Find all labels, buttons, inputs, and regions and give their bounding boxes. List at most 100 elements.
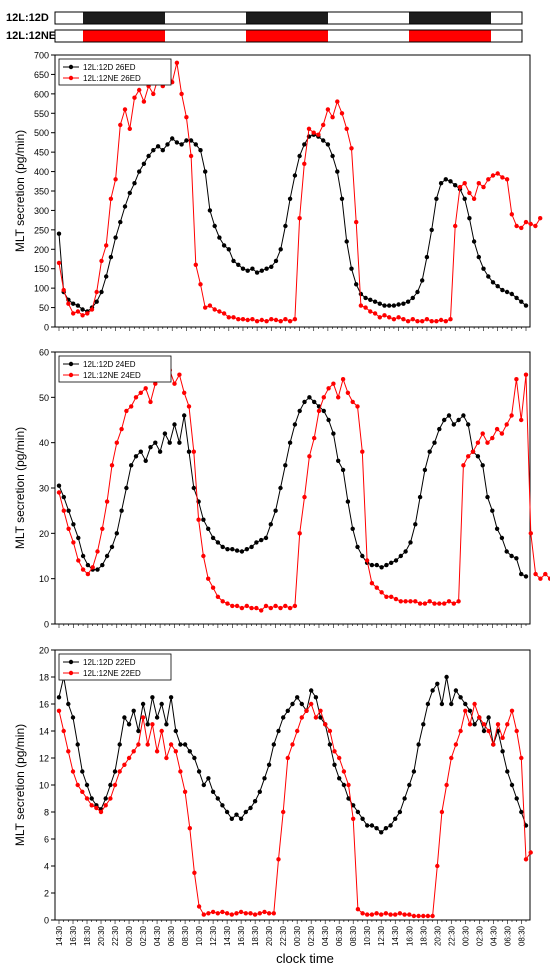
data-point <box>514 796 519 801</box>
legend: 12L:12D 26ED 12L:12NE 26ED <box>58 58 172 86</box>
data-point <box>307 395 312 400</box>
data-point <box>302 399 307 405</box>
data-point <box>407 782 412 788</box>
data-point <box>295 728 300 734</box>
data-point <box>500 749 505 754</box>
data-point <box>344 126 349 131</box>
data-point <box>457 184 463 190</box>
data-point <box>250 317 255 322</box>
data-point <box>494 526 500 531</box>
data-point <box>71 301 76 306</box>
data-point <box>90 565 95 570</box>
data-point <box>182 789 188 794</box>
data-point <box>309 688 314 693</box>
x-tick-label: 18:30 <box>419 925 428 946</box>
schedule-segment <box>246 12 328 24</box>
data-point <box>112 782 118 788</box>
data-point <box>472 722 477 727</box>
data-point <box>174 60 180 65</box>
data-point <box>471 239 477 244</box>
data-point <box>188 138 194 143</box>
x-tick-label: 08:30 <box>517 925 526 946</box>
x-tick-label: 02:30 <box>139 925 148 946</box>
data-point <box>401 301 406 306</box>
data-point <box>182 390 187 395</box>
data-point <box>339 111 345 116</box>
data-point <box>283 603 288 609</box>
data-point <box>335 169 340 174</box>
data-point <box>321 408 326 414</box>
x-tick-label: 20:30 <box>97 925 106 946</box>
data-point <box>438 181 444 186</box>
data-point <box>122 204 128 209</box>
data-point <box>98 809 104 815</box>
data-point <box>313 695 319 700</box>
data-point <box>533 571 538 577</box>
data-point <box>243 911 248 916</box>
data-point <box>481 184 486 190</box>
legend-entry: 12L:12NE 24ED <box>83 371 141 380</box>
data-point <box>379 590 384 595</box>
data-point <box>444 782 449 788</box>
data-point <box>448 179 453 184</box>
data-point <box>486 728 491 734</box>
data-point <box>220 909 225 915</box>
legend-entry: 12L:12NE 22ED <box>83 669 141 678</box>
x-tick-label: 00:30 <box>461 925 470 946</box>
data-point <box>207 303 213 308</box>
y-tick-label: 18 <box>39 673 49 683</box>
data-point <box>263 535 269 541</box>
data-point <box>435 681 440 686</box>
data-point <box>299 701 304 707</box>
data-point <box>124 408 129 414</box>
data-point <box>528 531 533 536</box>
data-point <box>509 553 514 559</box>
data-point <box>201 553 206 559</box>
data-point <box>519 809 524 815</box>
data-point <box>239 549 245 554</box>
data-point <box>393 596 399 602</box>
data-point <box>273 317 279 323</box>
data-point <box>187 749 192 754</box>
data-point <box>254 540 259 545</box>
data-point <box>416 913 421 919</box>
data-point <box>420 319 425 324</box>
data-point <box>424 317 430 322</box>
data-point <box>505 722 510 727</box>
x-tick-label: 16:30 <box>237 925 246 946</box>
data-point <box>133 395 139 400</box>
data-point <box>278 247 283 252</box>
data-point <box>490 280 496 285</box>
data-point <box>514 377 519 382</box>
legend-box <box>58 355 172 383</box>
data-point <box>192 755 197 761</box>
data-point <box>360 449 365 454</box>
data-point <box>259 268 264 273</box>
data-point <box>113 177 118 182</box>
x-tick-label: 04:30 <box>321 925 330 946</box>
data-point <box>349 146 354 151</box>
data-point <box>182 742 188 747</box>
data-point <box>212 223 217 229</box>
data-point <box>138 449 143 454</box>
data-point <box>112 769 118 774</box>
data-point <box>109 544 115 550</box>
data-point <box>151 148 156 153</box>
data-point <box>173 749 178 754</box>
data-point <box>186 404 192 409</box>
y-tick-label: 300 <box>34 206 49 216</box>
data-point <box>295 695 300 700</box>
data-point <box>364 558 370 563</box>
data-point <box>417 601 423 606</box>
x-tick-label: 06:30 <box>503 925 512 946</box>
schedule-segment <box>409 30 491 42</box>
data-point <box>215 594 221 599</box>
data-point <box>250 266 255 271</box>
y-tick-label: 60 <box>39 348 49 358</box>
data-point <box>336 395 341 400</box>
data-point <box>379 830 384 835</box>
data-point <box>226 315 231 320</box>
data-point <box>504 289 510 295</box>
data-point <box>234 603 240 609</box>
data-point <box>168 695 174 700</box>
